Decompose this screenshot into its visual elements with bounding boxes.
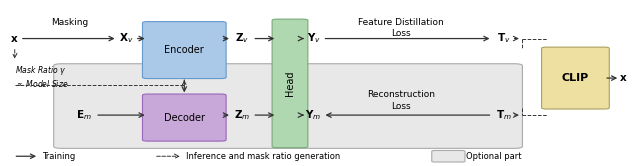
Text: Reconstruction: Reconstruction <box>367 90 435 99</box>
Text: Masking: Masking <box>51 18 88 27</box>
Text: $\mathbf{x}$: $\mathbf{x}$ <box>10 34 19 43</box>
Text: $\mathbf{Y}_m$: $\mathbf{Y}_m$ <box>305 108 322 122</box>
Text: $\mathbf{x}$: $\mathbf{x}$ <box>619 73 628 83</box>
FancyBboxPatch shape <box>54 64 522 148</box>
Text: Encoder: Encoder <box>164 45 204 55</box>
Text: $\mathbf{Z}_m$: $\mathbf{Z}_m$ <box>234 108 250 122</box>
Text: Decoder: Decoder <box>164 113 205 123</box>
FancyBboxPatch shape <box>432 151 465 162</box>
Text: Mask Ratio $\gamma$
$\propto$ Model Size: Mask Ratio $\gamma$ $\propto$ Model Size <box>15 64 68 89</box>
FancyBboxPatch shape <box>143 22 226 79</box>
Text: $\mathbf{T}_m$: $\mathbf{T}_m$ <box>496 108 512 122</box>
Text: $\mathbf{Y}_v$: $\mathbf{Y}_v$ <box>307 32 321 45</box>
Text: $\mathbf{Z}_v$: $\mathbf{Z}_v$ <box>235 32 249 45</box>
Text: CLIP: CLIP <box>562 73 589 83</box>
Text: Optional part: Optional part <box>467 152 522 161</box>
Text: Feature Distillation: Feature Distillation <box>358 18 444 27</box>
Text: Training: Training <box>42 152 76 161</box>
Text: $\mathbf{X}_v$: $\mathbf{X}_v$ <box>119 32 134 45</box>
FancyBboxPatch shape <box>143 94 226 141</box>
Text: $\mathbf{T}_v$: $\mathbf{T}_v$ <box>497 32 511 45</box>
Text: Loss: Loss <box>391 29 411 38</box>
FancyBboxPatch shape <box>541 47 609 109</box>
Text: Loss: Loss <box>391 102 411 111</box>
FancyBboxPatch shape <box>272 19 308 148</box>
Text: Inference and mask ratio generation: Inference and mask ratio generation <box>186 152 340 161</box>
Text: $\mathbf{E}_m$: $\mathbf{E}_m$ <box>76 108 92 122</box>
Text: Head: Head <box>285 71 295 96</box>
